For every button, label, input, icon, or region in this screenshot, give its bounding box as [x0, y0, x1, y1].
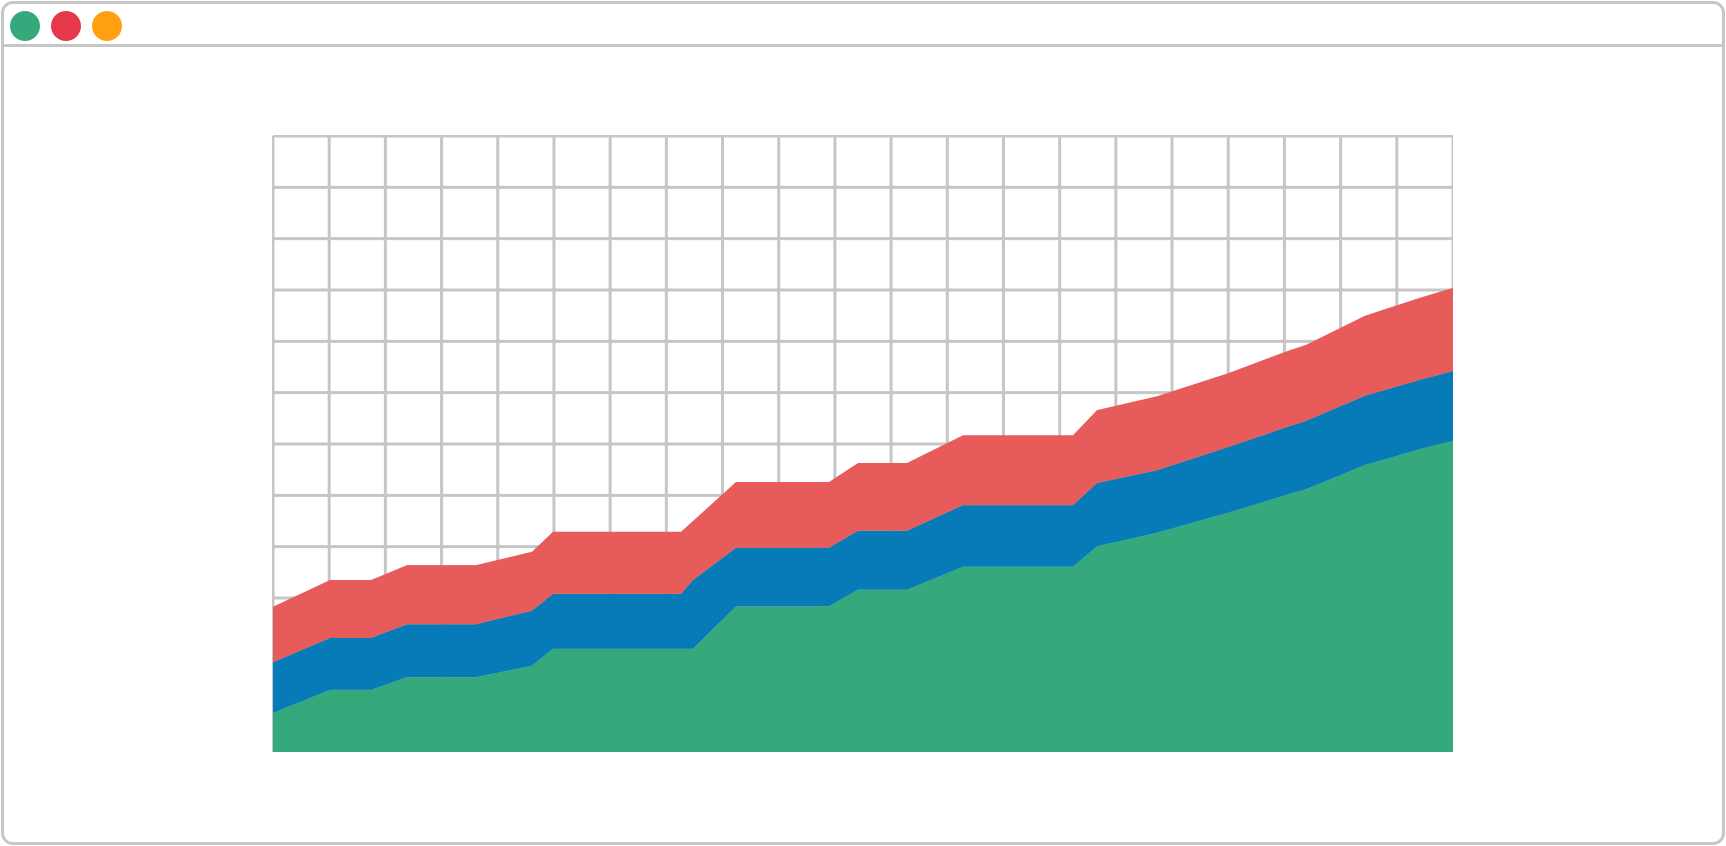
- stacked-area-chart: [272, 135, 1453, 752]
- chart-canvas: [272, 135, 1453, 752]
- close-button[interactable]: [10, 11, 40, 41]
- maximize-button[interactable]: [92, 11, 122, 41]
- area-series-2: [273, 371, 1453, 713]
- title-bar: [4, 4, 1722, 47]
- area-series-3: [273, 287, 1453, 663]
- chart-areas: [273, 287, 1453, 752]
- area-series-1: [273, 440, 1453, 752]
- minimize-button[interactable]: [51, 11, 81, 41]
